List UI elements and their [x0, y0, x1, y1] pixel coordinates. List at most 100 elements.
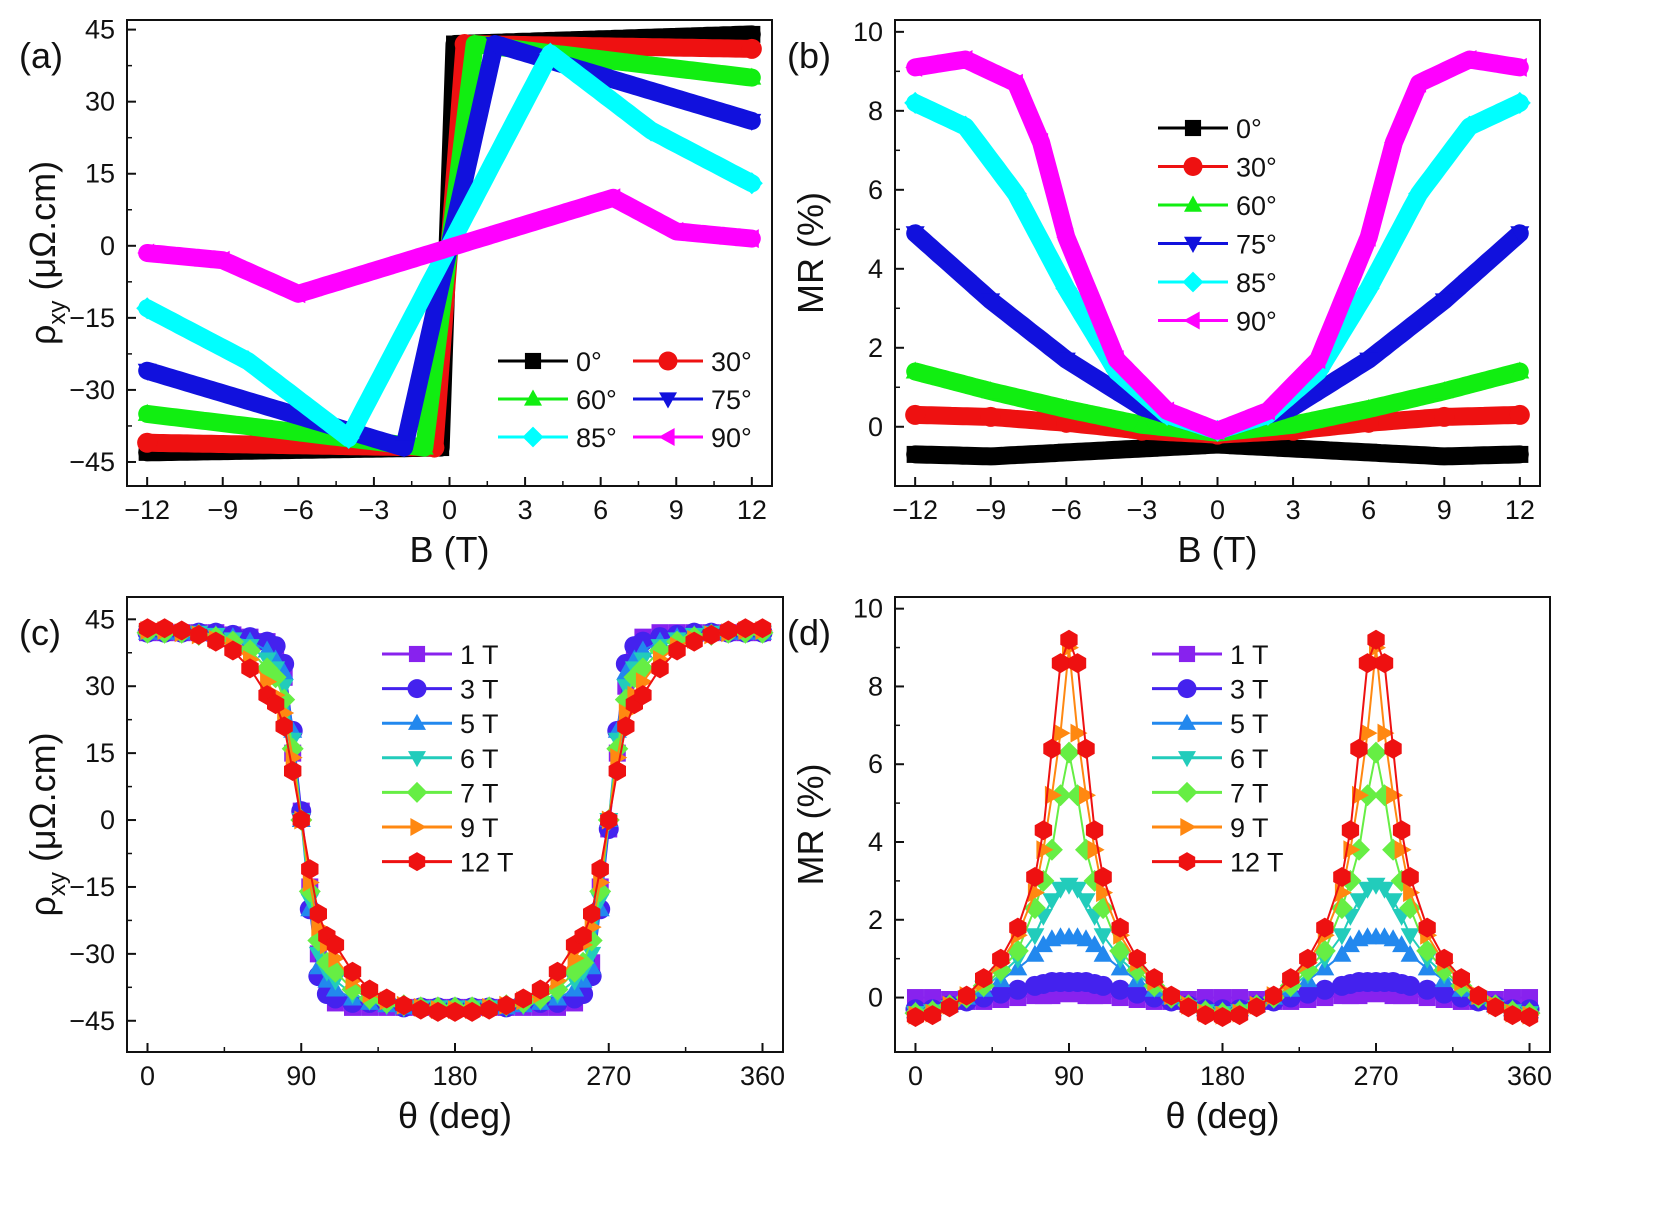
- data-point-b-2-5: [1283, 414, 1303, 432]
- data-point-d-3-31: [1349, 893, 1369, 911]
- x-tick-label-a-8: 12: [737, 495, 767, 525]
- data-point-d-2-15: [1093, 944, 1113, 962]
- x-tick-label-c-1: 90: [286, 1061, 316, 1091]
- data-point-c-6-35: [617, 716, 635, 737]
- data-point-d-6-29: [1333, 867, 1351, 887]
- data-point-d-5-9: [1044, 785, 1062, 805]
- data-point-d-1-39: [1434, 983, 1455, 1004]
- data-point-d-4-7: [1023, 897, 1046, 920]
- legend-marker-a-4: [522, 426, 544, 448]
- data-point-c-6-31: [583, 903, 601, 924]
- data-point-b-5-2: [1005, 73, 1023, 93]
- data-point-d-6-22: [1213, 1007, 1232, 1027]
- data-point-c-6-3: [190, 624, 208, 645]
- data-point-b-5-12: [1409, 73, 1427, 93]
- data-point-d-6-31: [1350, 738, 1368, 759]
- x-tick-label-b-3: −3: [1127, 495, 1158, 525]
- x-axis-title-a: B (T): [410, 529, 490, 570]
- data-point-d-3-29: [1332, 928, 1352, 946]
- y-tick-label-c-4: 15: [85, 738, 115, 768]
- data-point-d-5-10: [1053, 723, 1071, 743]
- y-tick-label-b-4: 8: [868, 96, 883, 126]
- data-point-b-1-8: [1509, 404, 1530, 425]
- series-band-b-5: [906, 50, 1529, 440]
- legend-marker-c-4: [406, 781, 428, 803]
- data-point-b-4-12: [1508, 91, 1531, 114]
- data-point-b-1-7: [1434, 406, 1455, 427]
- data-point-a-1-3: [741, 38, 762, 59]
- data-point-d-5-37: [1403, 883, 1421, 903]
- data-point-d-6-24: [1248, 997, 1266, 1018]
- data-point-d-6-12: [1068, 653, 1087, 674]
- data-point-a-3-1: [394, 440, 414, 458]
- data-point-d-6-9: [1043, 738, 1061, 759]
- legend-marker-d-5: [1180, 818, 1197, 836]
- panel-label-b: (b): [787, 35, 831, 76]
- data-point-c-6-11: [292, 810, 310, 830]
- data-point-b-4-3: [1055, 277, 1078, 300]
- y-tick-label-c-2: −15: [69, 872, 115, 902]
- data-point-c-6-19: [395, 995, 413, 1016]
- data-point-c-6-9: [275, 716, 293, 737]
- x-tick-label-a-0: −12: [124, 495, 170, 525]
- data-point-d-6-4: [975, 968, 993, 989]
- data-point-d-1-17: [1127, 983, 1148, 1004]
- x-tick-label-c-3: 270: [586, 1061, 631, 1091]
- data-point-d-6-38: [1418, 917, 1436, 938]
- y-tick-label-b-5: 10: [853, 17, 883, 47]
- x-tick-label-b-4: 0: [1210, 495, 1225, 525]
- legend-marker-c-0: [408, 645, 426, 663]
- data-point-a-5-4: [666, 221, 684, 241]
- legend-label-a-3: 75°: [711, 385, 752, 415]
- data-point-a-2-2: [465, 34, 485, 51]
- data-point-d-4-37: [1399, 897, 1422, 920]
- series-d-6: [906, 629, 1539, 1027]
- data-point-d-6-42: [1486, 997, 1505, 1018]
- x-axis-title-c: θ (deg): [398, 1095, 512, 1136]
- data-point-d-2-13: [1076, 929, 1096, 947]
- data-point-b-5-7: [1207, 421, 1225, 441]
- data-point-a-4-1: [236, 350, 259, 373]
- data-point-d-6-8: [1034, 820, 1053, 841]
- data-point-d-5-12: [1070, 723, 1088, 743]
- x-axis-title-d: θ (deg): [1165, 1095, 1279, 1136]
- data-point-c-6-26: [514, 988, 532, 1009]
- data-point-c-6-6: [241, 658, 259, 679]
- data-point-c-5-35: [618, 703, 636, 723]
- data-point-c-6-40: [685, 631, 703, 652]
- y-tick-label-c-3: 0: [100, 805, 115, 835]
- data-point-d-3-12: [1068, 881, 1087, 899]
- data-point-b-5-8: [1257, 401, 1275, 421]
- panel-label-d: (d): [787, 612, 831, 653]
- x-tick-label-d-2: 180: [1200, 1061, 1245, 1091]
- legend-label-c-3: 6 T: [460, 744, 499, 774]
- data-point-d-6-33: [1367, 629, 1385, 650]
- legend-label-c-1: 3 T: [460, 675, 499, 705]
- data-point-d-5-13: [1079, 785, 1096, 805]
- y-tick-label-a-6: 45: [85, 15, 115, 45]
- data-point-d-6-27: [1299, 948, 1317, 969]
- data-point-c-6-21: [429, 1001, 447, 1022]
- data-point-d-6-14: [1085, 820, 1104, 841]
- y-tick-label-d-1: 2: [868, 905, 883, 935]
- panel-label-a: (a): [19, 35, 63, 76]
- data-point-c-6-16: [343, 961, 362, 982]
- y-tick-label-b-3: 6: [868, 175, 883, 205]
- data-point-c-6-12: [301, 859, 319, 880]
- data-point-d-6-1: [923, 1005, 942, 1026]
- data-point-d-6-17: [1128, 948, 1146, 969]
- data-point-b-5-6: [1157, 401, 1175, 421]
- data-point-b-2-8: [1510, 361, 1530, 379]
- data-point-c-6-5: [224, 640, 242, 661]
- legend-marker-b-3: [1184, 236, 1202, 253]
- data-point-d-6-23: [1230, 1005, 1249, 1026]
- y-tick-label-a-0: −45: [69, 447, 115, 477]
- legend-label-b-0: 0°: [1236, 114, 1262, 144]
- y-tick-label-d-3: 6: [868, 749, 883, 779]
- legend-label-d-5: 9 T: [1230, 813, 1269, 843]
- data-point-c-6-27: [531, 979, 550, 1000]
- data-point-d-3-13: [1076, 893, 1096, 911]
- legend-marker-c-1: [407, 679, 427, 699]
- series-c-0: [139, 624, 771, 1016]
